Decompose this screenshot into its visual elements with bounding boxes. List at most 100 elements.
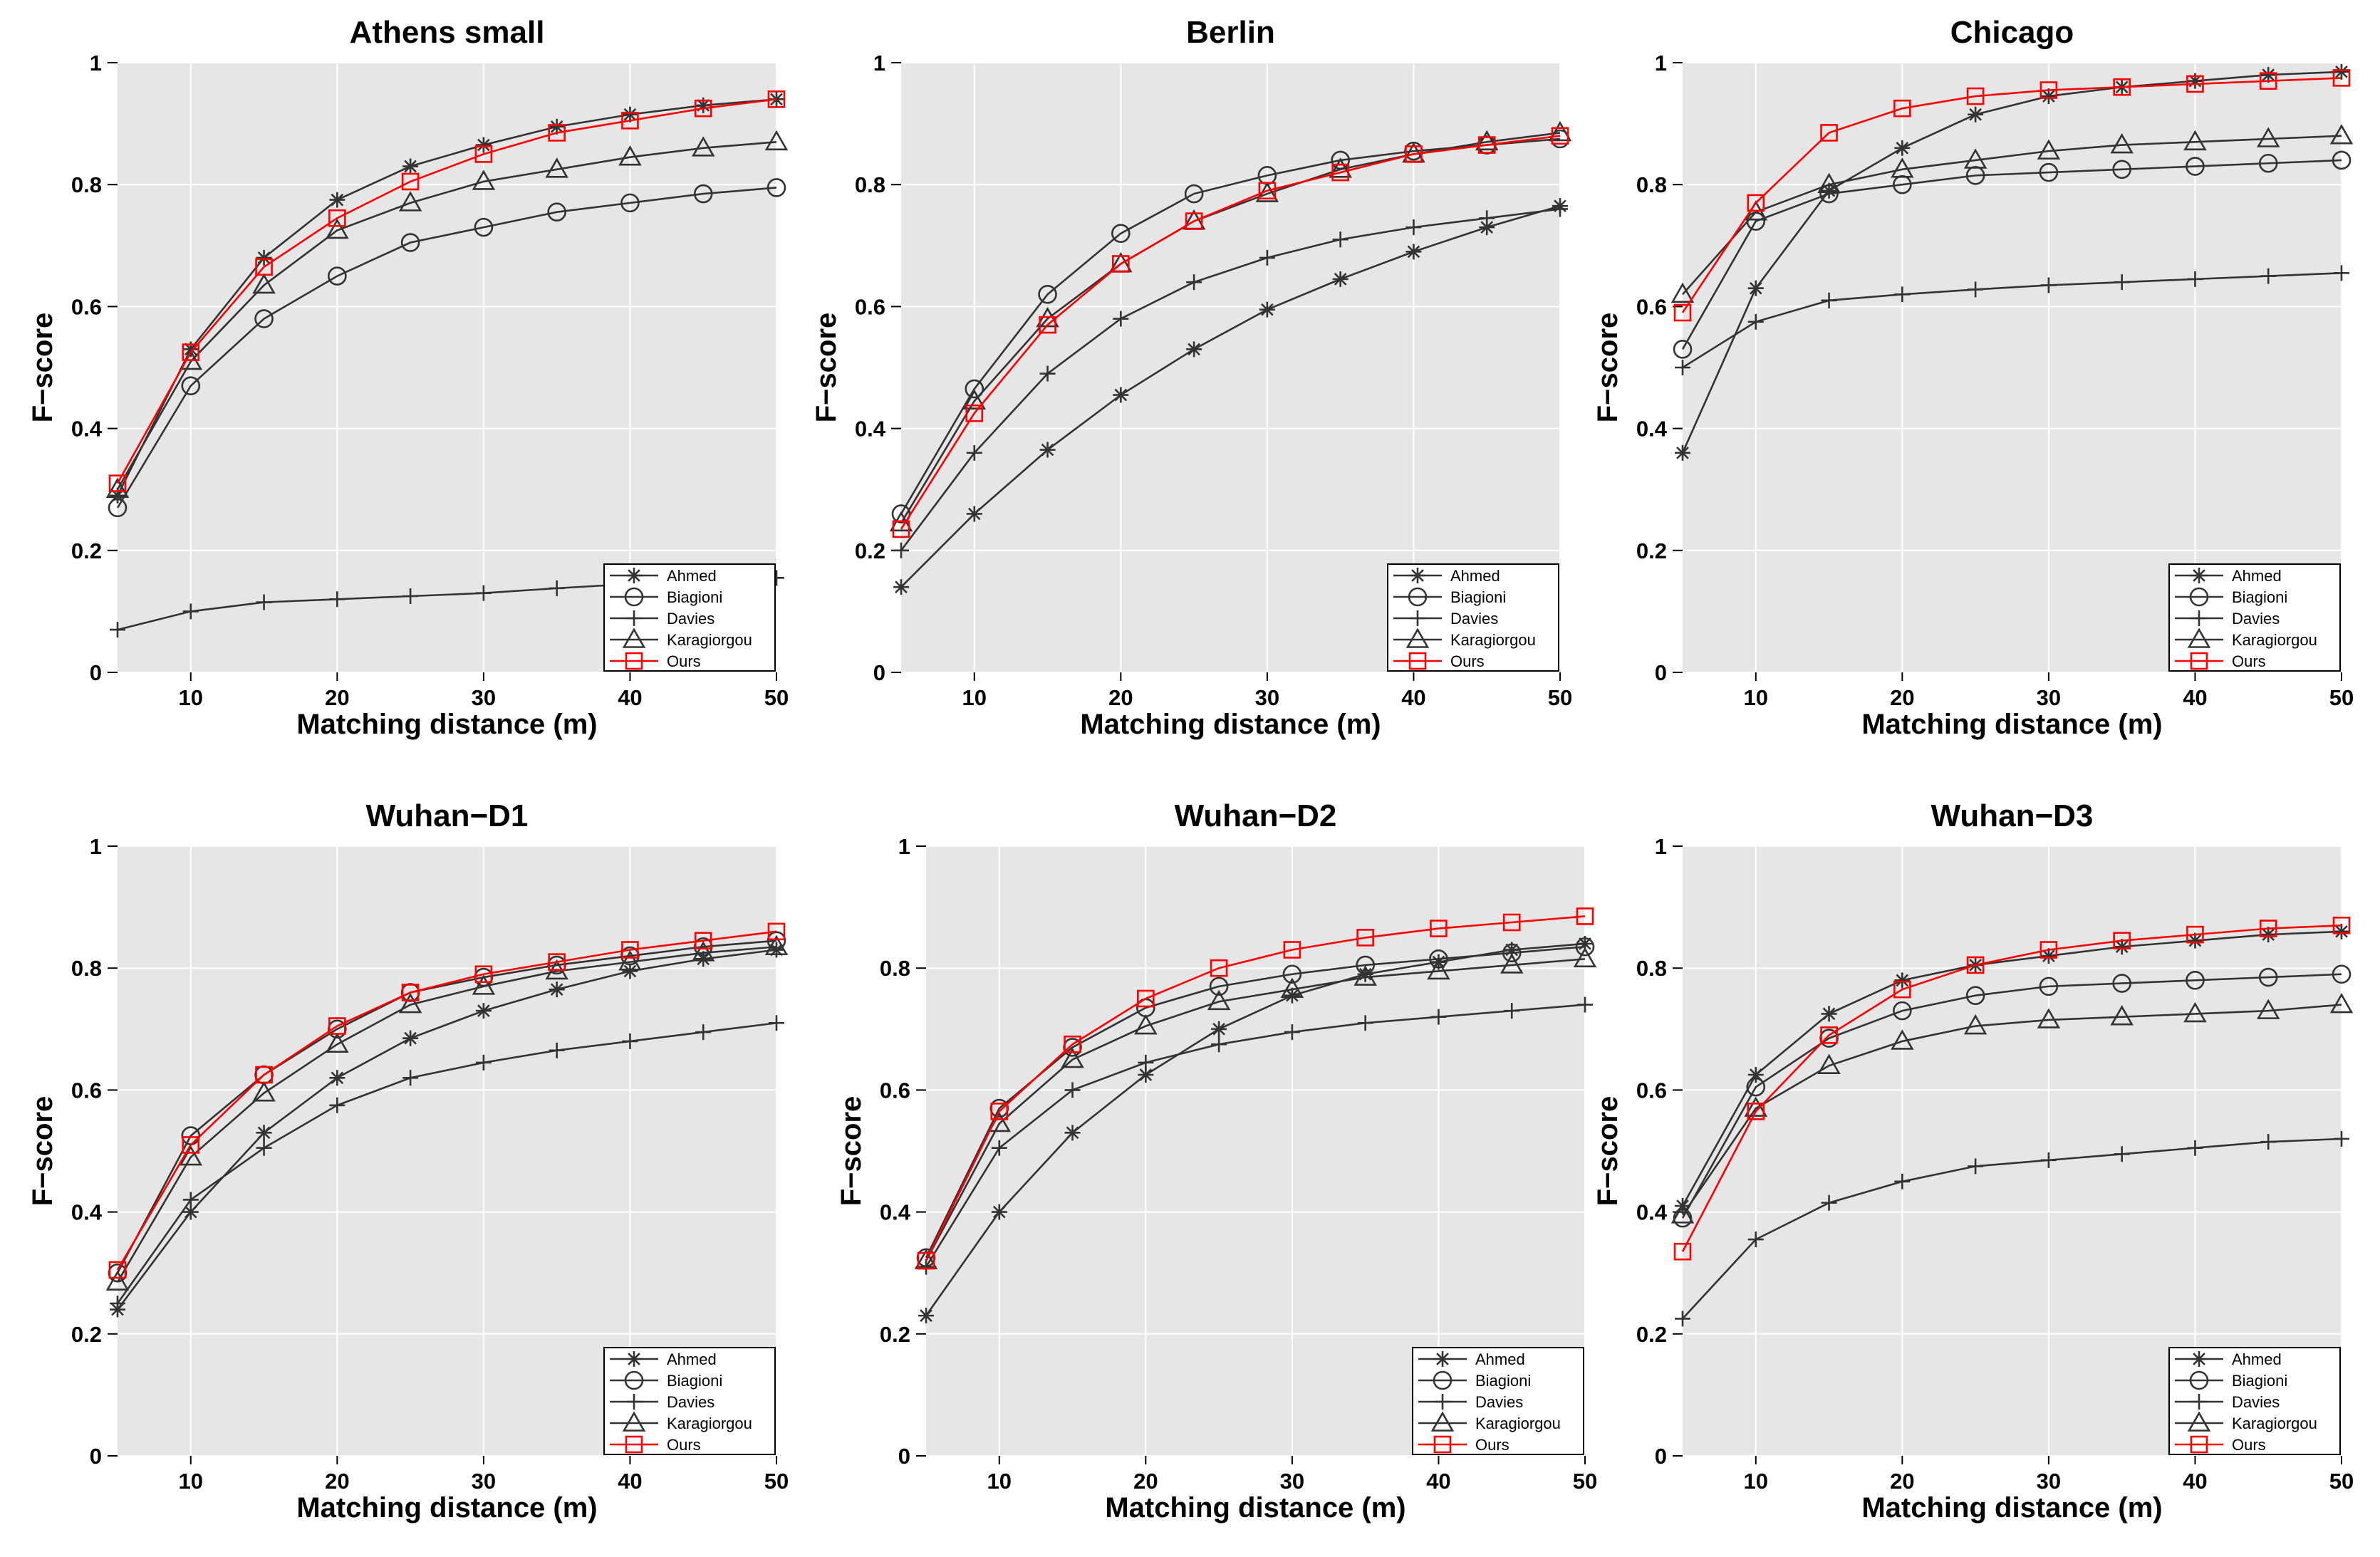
series-line-karagiorgou <box>116 945 777 1283</box>
series-davies <box>918 996 1593 1275</box>
y-tick-label: 0.2 <box>71 1322 102 1347</box>
data-point-karagiorgou <box>105 1270 130 1291</box>
x-tick-label: 20 <box>1133 1469 1158 1494</box>
data-point-ours <box>1502 913 1521 932</box>
data-point-ours <box>694 99 712 118</box>
data-point-davies <box>1675 1311 1690 1327</box>
data-point-ours <box>328 209 346 227</box>
data-point-biagioni <box>1429 949 1448 969</box>
data-point-ahmed <box>2187 73 2203 89</box>
legend-label: Ahmed <box>2232 567 2282 585</box>
data-point-biagioni <box>254 309 274 328</box>
data-point-davies <box>549 580 565 596</box>
y-tick-label: 0.8 <box>880 956 910 981</box>
series-ahmed <box>1675 63 2349 461</box>
data-point-karagiorgou <box>2110 1005 2134 1026</box>
series-ours <box>108 90 786 492</box>
series-karagiorgou <box>1670 992 2354 1224</box>
legend-label: Davies <box>667 610 714 628</box>
legend-label: Biagioni <box>667 1372 722 1390</box>
y-tick-label: 0.8 <box>71 172 102 197</box>
legend-marker-biagioni <box>624 1370 644 1390</box>
legend-label: Karagiorgou <box>667 1415 752 1432</box>
legend-marker-ahmed <box>2191 1351 2207 1367</box>
series-davies <box>1675 1130 2349 1327</box>
chart-panel-wuhan-d3: 0 0.2 0.4 0.6 0.8 1 10 20 30 40 50 Wuhan−D3 Matching… <box>1592 798 2354 1524</box>
data-point-karagiorgou <box>326 218 349 239</box>
x-tick-label: 30 <box>472 685 496 710</box>
legend-label: Ahmed <box>2232 1350 2282 1368</box>
data-point-ours <box>401 172 420 191</box>
data-point-biagioni <box>2258 967 2278 987</box>
data-point-biagioni <box>693 184 713 204</box>
y-tick-label: 0.6 <box>1636 1078 1667 1103</box>
data-point-davies <box>1504 1003 1520 1019</box>
y-tick-label: 0 <box>90 660 102 685</box>
x-tick-label: 40 <box>2183 685 2207 710</box>
data-point-ours <box>917 1251 935 1270</box>
legend-marker-ours <box>625 1435 643 1454</box>
data-point-ours <box>1966 87 1985 105</box>
data-point-davies <box>1039 365 1056 382</box>
series-line-ahmed <box>1681 930 2342 1207</box>
data-point-ours <box>621 112 639 130</box>
x-tick-label: 10 <box>179 685 203 710</box>
data-point-ahmed <box>1504 942 1520 958</box>
data-point-ours <box>1966 956 1985 974</box>
y-axis-label: F−score <box>27 313 58 423</box>
data-point-biagioni <box>620 193 640 213</box>
data-point-ours <box>401 984 420 1001</box>
data-point-davies <box>1479 210 1495 226</box>
data-point-ahmed <box>1821 182 1837 199</box>
legend-label: Ahmed <box>1475 1350 1525 1368</box>
y-tick-label: 0.2 <box>71 538 102 563</box>
data-point-ours <box>2259 920 2277 937</box>
chart-panel-wuhan-d1: 0 0.2 0.4 0.6 0.8 1 10 20 30 40 50 Wuhan−D1 Matching… <box>27 798 789 1524</box>
data-point-ahmed <box>1211 1021 1227 1037</box>
data-point-ours <box>1112 255 1130 273</box>
legend-label: Biagioni <box>2232 1372 2287 1390</box>
data-point-davies <box>1894 286 1911 303</box>
x-tick-label: 40 <box>618 1469 642 1494</box>
data-point-ours <box>965 404 984 422</box>
data-point-davies <box>1675 360 1690 375</box>
data-point-davies <box>991 1140 1007 1156</box>
data-point-davies <box>1284 1024 1300 1041</box>
legend: Ahmed Biagioni Davies Karagiorgou Ours <box>2168 563 2341 672</box>
x-tick-label: 50 <box>2329 1469 2354 1494</box>
data-point-davies <box>329 591 345 608</box>
data-point-ahmed <box>1405 244 1422 260</box>
legend-marker-karagiorgou <box>2187 628 2211 648</box>
data-point-ahmed <box>110 487 125 504</box>
series-line-ahmed <box>116 98 777 496</box>
data-point-ahmed <box>182 341 199 358</box>
data-point-ahmed <box>1821 1006 1837 1022</box>
data-point-biagioni <box>1502 943 1522 963</box>
data-point-karagiorgou <box>2183 130 2207 151</box>
x-tick-label: 10 <box>179 1469 203 1494</box>
x-tick-label: 20 <box>1890 685 1914 710</box>
chart-title: Wuhan−D1 <box>366 798 529 833</box>
legend-label: Ahmed <box>667 567 717 585</box>
series-line-biagioni <box>1681 159 2342 350</box>
legend-label: Ours <box>1475 1436 1509 1454</box>
data-point-ours <box>767 922 786 941</box>
data-point-ours <box>1210 959 1228 977</box>
data-point-karagiorgou <box>1280 977 1304 998</box>
data-point-davies <box>2260 1134 2277 1150</box>
y-tick-label: 0.4 <box>71 417 103 442</box>
x-tick-label: 20 <box>1108 685 1133 710</box>
data-point-ours <box>255 1066 273 1084</box>
data-point-biagioni <box>2332 150 2352 170</box>
x-tick-label: 40 <box>1401 685 1425 710</box>
data-point-ours <box>1576 907 1594 925</box>
legend-label: Karagiorgou <box>2232 631 2317 649</box>
chart-title: Wuhan−D2 <box>1175 798 1337 833</box>
series-biagioni <box>108 178 786 518</box>
data-point-davies <box>1186 274 1202 291</box>
data-point-davies <box>256 594 272 610</box>
data-point-ahmed <box>893 579 909 595</box>
data-point-ours <box>1673 303 1692 322</box>
data-point-biagioni <box>2186 971 2205 990</box>
data-point-ahmed <box>622 963 638 979</box>
